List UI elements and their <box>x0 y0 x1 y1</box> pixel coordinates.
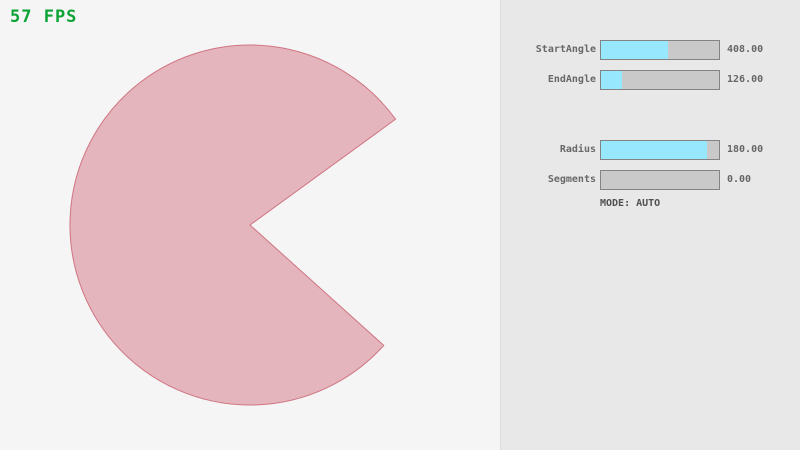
segments-slider-label: Segments <box>547 174 596 185</box>
segments-slider-value: 0.00 <box>727 174 752 185</box>
radius-slider[interactable] <box>600 140 720 160</box>
segments-slider[interactable] <box>600 170 720 190</box>
fps-counter: 57 FPS <box>10 7 78 27</box>
slider-row-start-angle: StartAngle 408.00 <box>0 40 800 60</box>
end-angle-slider[interactable] <box>600 70 720 90</box>
end-angle-slider-fill <box>601 71 622 89</box>
mode-indicator: MODE: AUTO <box>600 198 661 209</box>
circle-sector-shape <box>69 44 397 406</box>
start-angle-slider-fill <box>601 41 668 59</box>
control-panel <box>500 0 800 450</box>
radius-slider-fill <box>601 141 707 159</box>
start-angle-slider[interactable] <box>600 40 720 60</box>
radius-slider-label: Radius <box>559 144 596 155</box>
slider-row-end-angle: EndAngle 126.00 <box>0 70 800 90</box>
end-angle-slider-label: EndAngle <box>547 74 596 85</box>
radius-slider-value: 180.00 <box>727 144 764 155</box>
start-angle-slider-label: StartAngle <box>535 44 596 55</box>
slider-row-radius: Radius 180.00 <box>0 140 800 160</box>
end-angle-slider-value: 126.00 <box>727 74 764 85</box>
start-angle-slider-value: 408.00 <box>727 44 764 55</box>
slider-row-segments: Segments 0.00 <box>0 170 800 190</box>
